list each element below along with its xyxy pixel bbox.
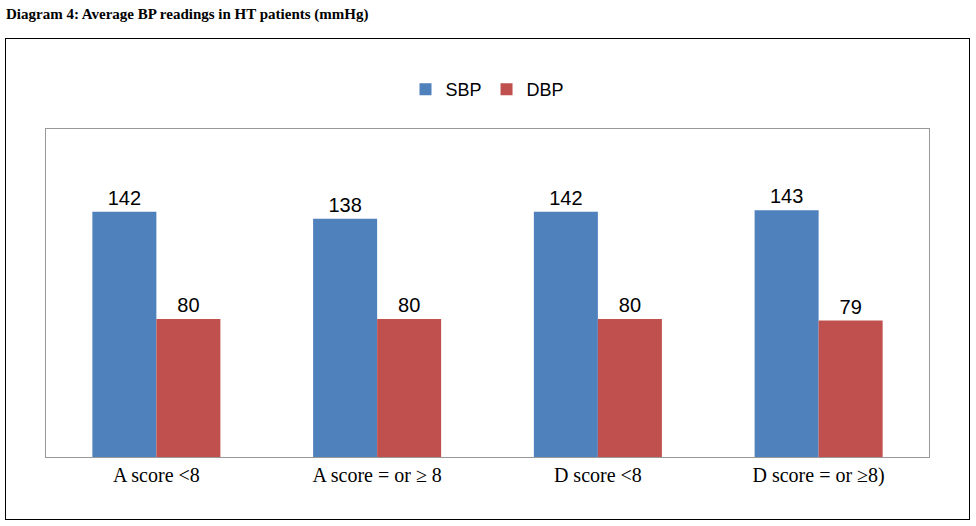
svg-text:80: 80 (398, 294, 420, 316)
svg-text:80: 80 (177, 294, 199, 316)
svg-text:A score = or ≥ 8: A score = or ≥ 8 (312, 464, 441, 486)
svg-text:79: 79 (840, 296, 862, 318)
svg-text:143: 143 (770, 185, 803, 207)
html-text:Diagram 4: Average BP readings: Diagram 4: Average BP readings in HT pat… (6, 6, 369, 22)
svg-text:142: 142 (108, 187, 141, 209)
svg-text:142: 142 (549, 187, 582, 209)
svg-text:DBP: DBP (527, 80, 564, 100)
svg-text:D score = or ≥8): D score = or ≥8) (753, 464, 885, 487)
svg-text:80: 80 (619, 294, 641, 316)
svg-text:138: 138 (328, 194, 361, 216)
svg-text:A score <8: A score <8 (113, 464, 200, 486)
svg-text:D score <8: D score <8 (554, 464, 642, 486)
svg-text:SBP: SBP (446, 80, 482, 100)
